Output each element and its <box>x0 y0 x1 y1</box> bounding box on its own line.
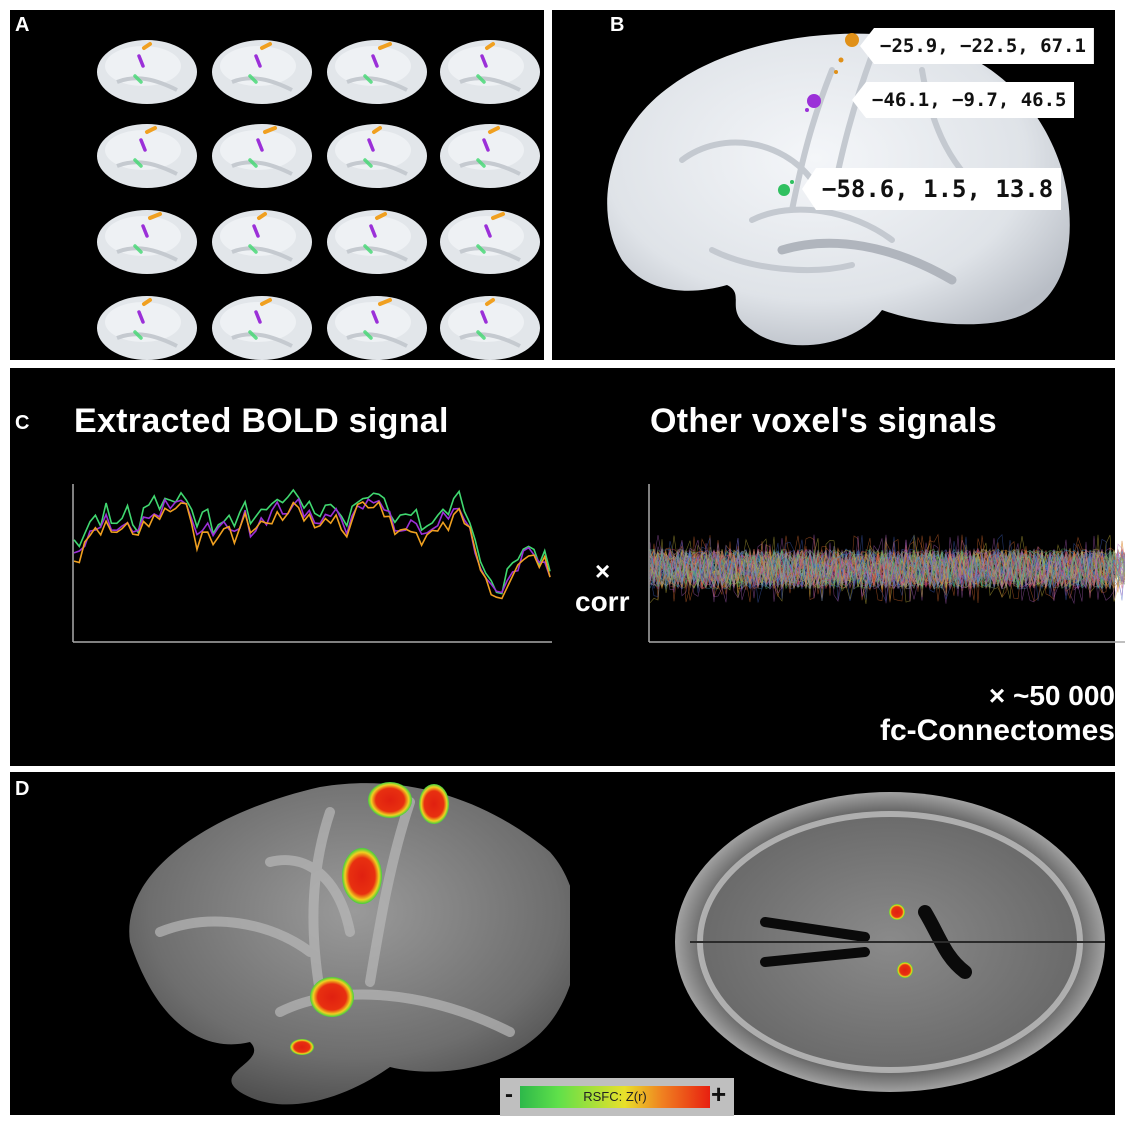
small-brain <box>212 296 312 360</box>
small-brain <box>440 296 540 360</box>
small-brain <box>97 40 197 104</box>
colorbar-gradient <box>520 1086 710 1108</box>
small-brain <box>97 210 197 274</box>
panel-a-label: A <box>15 14 30 36</box>
small-brain <box>440 40 540 104</box>
voxel-trace <box>649 548 1125 589</box>
corr-label: corr <box>575 586 630 617</box>
voxel-trace <box>649 548 1125 589</box>
small-brain <box>327 296 427 360</box>
other-voxels-title: Other voxel's signals <box>650 402 997 440</box>
colorbar-minus: - <box>505 1081 513 1108</box>
bold-signal-title: Extracted BOLD signal <box>74 402 449 440</box>
coordinate-callout-green: −58.6, 1.5, 13.8 <box>802 168 1062 210</box>
bold-signal-plot <box>72 484 552 643</box>
voxel-trace <box>649 548 1125 590</box>
times-symbol: × <box>595 556 611 586</box>
small-brain <box>327 124 427 188</box>
other-voxels-plot <box>648 484 1125 643</box>
panel-a: A <box>10 10 544 360</box>
small-brain <box>212 124 312 188</box>
coordinate-callout-orange: −25.9, −22.5, 67.1 <box>860 28 1094 64</box>
colorbar: RSFC: Z(r) - + <box>500 1078 734 1116</box>
voxel-trace <box>649 548 1125 589</box>
small-brain <box>97 296 197 360</box>
small-brains-grid <box>97 40 540 360</box>
small-brain <box>327 40 427 104</box>
bold-trace <box>73 497 551 594</box>
colorbar-label: RSFC: Z(r) <box>583 1089 647 1104</box>
small-brain <box>440 210 540 274</box>
inflated-brain-map <box>129 782 570 1105</box>
connectome-label: fc-Connectomes <box>879 714 1115 747</box>
colorbar-plus: + <box>711 1079 727 1109</box>
bold-trace <box>73 488 551 595</box>
bold-trace <box>73 500 551 600</box>
connectome-multiplier: × ~50 000 <box>988 680 1115 711</box>
small-brain <box>212 210 312 274</box>
small-brain <box>212 40 312 104</box>
small-brain <box>97 124 197 188</box>
panel-d-label: D <box>15 778 30 800</box>
panel-b: B −25.9, −22.5, 67.1 −46.1, −9.7, 46.5 −… <box>552 10 1115 360</box>
coordinate-callout-purple: −46.1, −9.7, 46.5 <box>852 82 1075 118</box>
panel-c: C Extracted BOLD signal Other voxel's si… <box>10 368 1125 766</box>
panel-b-label: B <box>610 14 625 36</box>
voxel-trace <box>649 534 1125 603</box>
small-brain <box>327 210 427 274</box>
panel-c-label: C <box>15 412 30 434</box>
panel-d: D <box>10 772 1115 1115</box>
axial-slice-map <box>675 792 1105 1092</box>
small-brain <box>440 124 540 188</box>
